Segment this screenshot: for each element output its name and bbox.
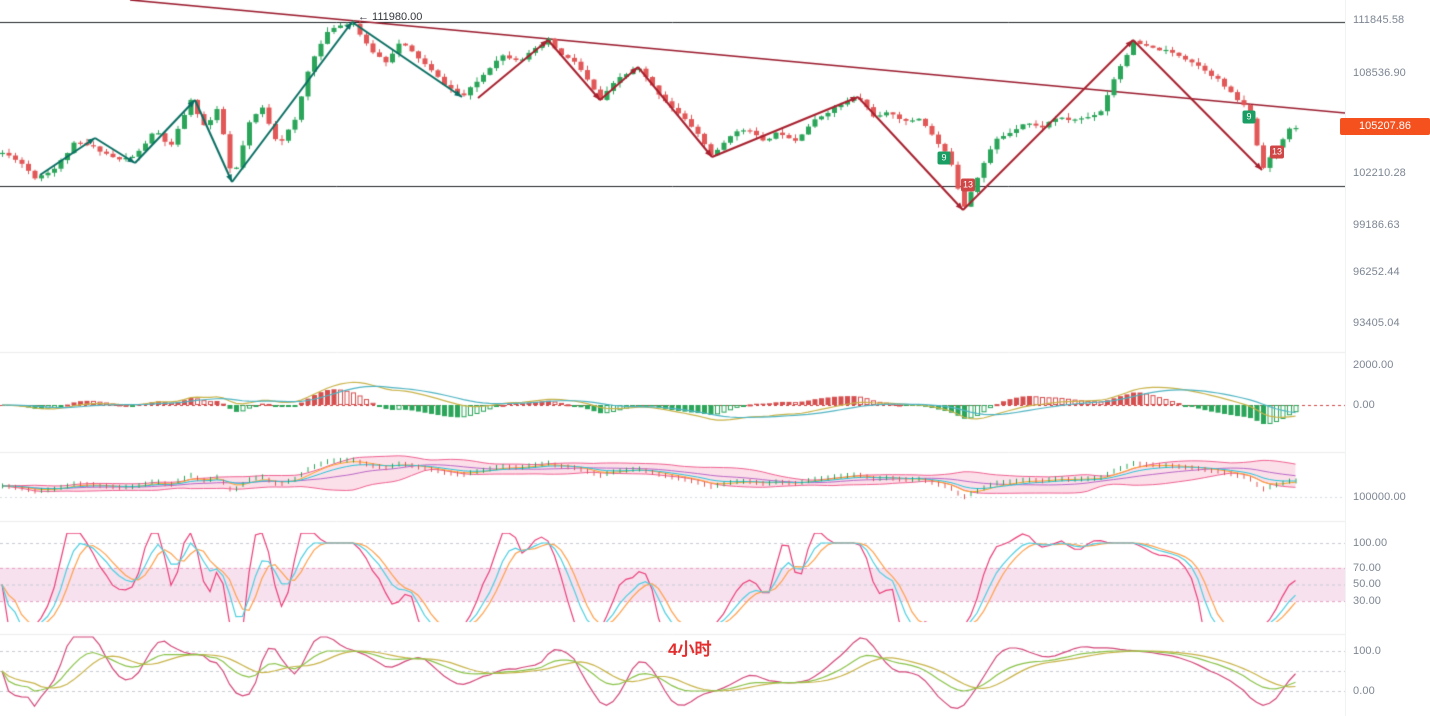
axis-label: 70.00 — [1353, 562, 1382, 574]
price-axis[interactable]: 111845.58 108536.90 102210.28 99186.63 96252… — [1345, 0, 1430, 716]
axis-label: 102210.28 — [1353, 167, 1406, 179]
axis-label: 100.00 — [1353, 537, 1388, 549]
last-price-tag: 105207.86 — [1340, 118, 1430, 135]
axis-label: 99186.63 — [1353, 219, 1400, 231]
peak-price-annotation: ← 111980.00 — [358, 11, 423, 23]
axis-label: 111845.58 — [1353, 14, 1405, 26]
axis-label: 96252.44 — [1353, 266, 1400, 278]
axis-label: 93405.04 — [1353, 317, 1400, 329]
axis-label: 0.00 — [1353, 399, 1375, 411]
axis-label: 108536.90 — [1353, 67, 1406, 79]
axis-label: 100000.00 — [1353, 491, 1406, 503]
timeframe-label: 4小时 — [668, 640, 712, 659]
axis-label: 0.00 — [1353, 685, 1375, 697]
axis-label: 100.0 — [1353, 645, 1382, 657]
axis-label: 50.00 — [1353, 578, 1382, 590]
axis-label: 2000.00 — [1353, 359, 1394, 371]
axis-label: 30.00 — [1353, 595, 1382, 607]
